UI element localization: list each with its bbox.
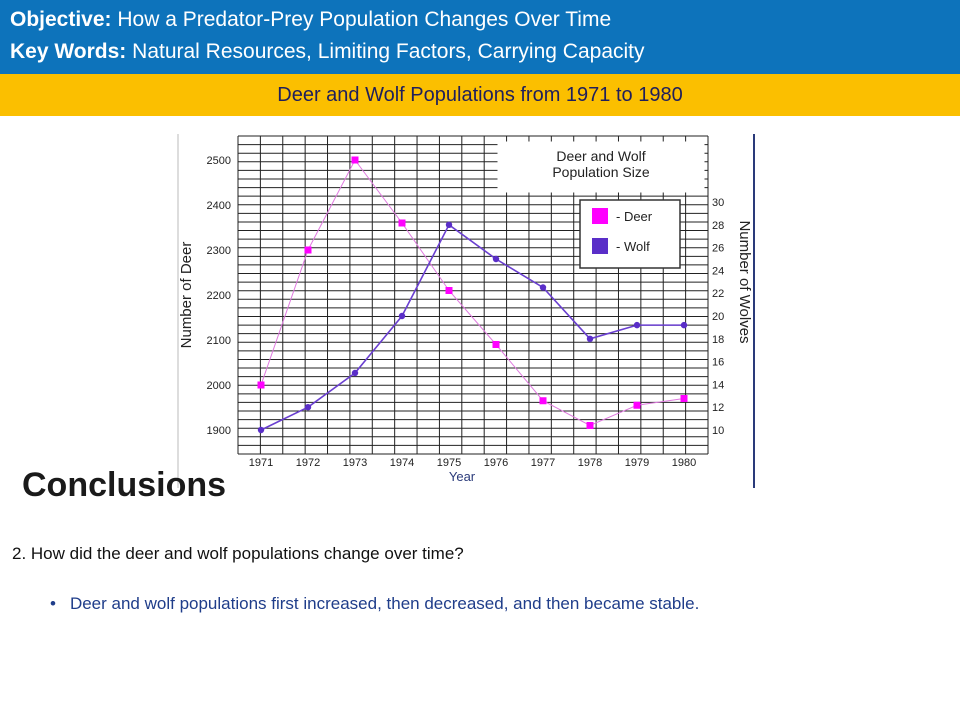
bullet-icon: •: [50, 594, 56, 613]
y-tick-label: 1900: [207, 425, 231, 437]
wolf-point: [633, 321, 641, 329]
x-tick-label: 1971: [249, 457, 273, 469]
deer-point: [351, 156, 359, 164]
y2-tick-label: 24: [712, 265, 724, 277]
deer-point: [586, 422, 594, 429]
legend-swatch: [592, 208, 608, 224]
y2-tick-label: 30: [712, 197, 724, 209]
wolf-point: [680, 321, 688, 329]
deer-point: [539, 397, 547, 405]
chart-title-line: Population Size: [552, 164, 650, 180]
y2-tick-label: 18: [712, 334, 724, 346]
x-tick-label: 1973: [343, 457, 367, 469]
y2-tick-label: 14: [712, 379, 724, 391]
chart-title-line: Deer and Wolf: [556, 148, 645, 164]
series-line-deer: [260, 159, 685, 427]
x-tick-label: 1977: [531, 457, 555, 469]
deer-point: [445, 287, 453, 294]
keywords-label: Key Words:: [10, 40, 127, 63]
y2-axis-label: Number of Wolves: [736, 220, 753, 343]
chart-subtitle-bar: Deer and Wolf Populations from 1971 to 1…: [0, 74, 960, 116]
chart-subtitle: Deer and Wolf Populations from 1971 to 1…: [277, 84, 683, 106]
x-tick-label: 1980: [672, 457, 696, 469]
y-tick-label: 2000: [207, 380, 231, 392]
keywords-line: Key Words: Natural Resources, Limiting F…: [10, 40, 645, 64]
y2-tick-label: 22: [712, 288, 724, 300]
x-tick-label: 1978: [578, 457, 602, 469]
conclusions-heading: Conclusions: [22, 466, 227, 504]
chart-container: Deer and Wolf Population Size 1900 2000 2100…: [176, 134, 759, 488]
legend-swatch: [592, 238, 608, 254]
deer-point: [398, 219, 406, 227]
wolf-point: [539, 284, 547, 291]
wolf-point: [445, 221, 453, 228]
x-tick-label: 1975: [437, 457, 461, 469]
x-tick-label: 1979: [625, 457, 649, 469]
objective-label: Objective:: [10, 8, 112, 31]
legend-label: - Deer: [616, 209, 653, 224]
keywords-text: Natural Resources, Limiting Factors, Car…: [126, 40, 645, 63]
objective-text: How a Predator-Prey Population Changes O…: [111, 8, 612, 31]
wolf-point: [586, 335, 594, 342]
wolf-point: [304, 404, 312, 411]
x-axis-label: Year: [449, 469, 476, 484]
chart-title-box: [497, 141, 705, 193]
y2-tick-label: 16: [712, 357, 724, 369]
y-tick-label: 2300: [207, 245, 231, 257]
y2-tick-label: 28: [712, 220, 724, 232]
x-tick-label: 1972: [296, 457, 320, 469]
y-axis-label: Number of Deer: [178, 242, 195, 349]
wolf-point: [492, 255, 500, 263]
x-tick-label: 1976: [484, 457, 508, 469]
y2-tick-label: 12: [712, 402, 724, 414]
x-tick-label: 1974: [390, 457, 414, 469]
deer-point: [633, 401, 641, 409]
y-tick-label: 2400: [207, 200, 231, 212]
y2-tick-label: 10: [712, 425, 724, 437]
y2-tick-label: 20: [712, 311, 724, 323]
series-line-wolf: [260, 223, 684, 431]
legend-label: - Wolf: [616, 239, 650, 254]
deer-point: [492, 341, 500, 348]
deer-point: [304, 246, 312, 254]
deer-point: [680, 395, 688, 402]
wolf-point: [257, 426, 265, 434]
y2-tick-label: 26: [712, 243, 724, 255]
wolf-point: [398, 312, 406, 320]
wolf-point: [351, 369, 359, 377]
header-banner: Objective: How a Predator-Prey Populatio…: [0, 0, 960, 74]
y-tick-label: 2500: [207, 155, 231, 167]
deer-point: [257, 381, 265, 389]
answer-text: Deer and wolf populations first increase…: [69, 594, 700, 613]
answer-item: • Deer and wolf populations first increas…: [50, 594, 699, 614]
y-tick-label: 2100: [207, 335, 231, 347]
y-tick-label: 2200: [207, 290, 231, 302]
objective-line: Objective: How a Predator-Prey Populatio…: [10, 8, 611, 32]
question-text: 2. How did the deer and wolf populations…: [12, 544, 464, 563]
